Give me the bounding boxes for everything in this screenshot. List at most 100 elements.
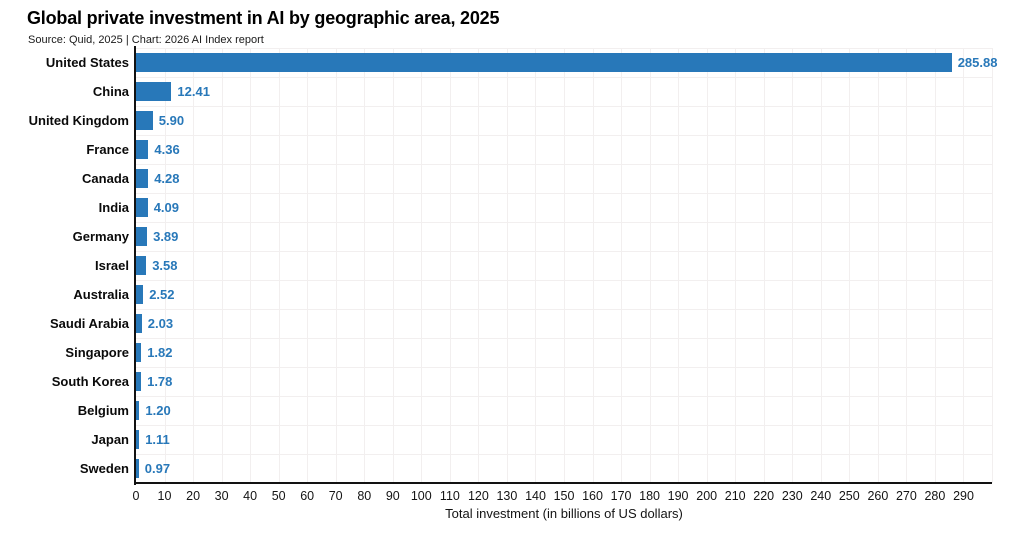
- bar: [136, 53, 952, 72]
- category-label: Sweden: [79, 460, 129, 476]
- x-axis-line: [134, 482, 992, 484]
- category-label: Belgium: [77, 402, 129, 418]
- bar: [136, 82, 172, 101]
- bar: [136, 430, 140, 449]
- v-gridline: [992, 48, 993, 483]
- v-gridline: [849, 48, 851, 483]
- v-gridline: [706, 48, 708, 483]
- y-axis-line: [134, 46, 136, 485]
- bar: [136, 227, 148, 246]
- category-label: Japan: [91, 431, 129, 447]
- category-label: United Kingdom: [28, 112, 129, 128]
- bar-value-label: 3.58: [152, 257, 178, 273]
- v-gridline: [792, 48, 794, 483]
- x-tick-label: 220: [753, 489, 775, 503]
- chart-subtitle: Source: Quid, 2025 | Chart: 2026 AI Inde…: [28, 34, 264, 46]
- bar: [136, 314, 142, 333]
- h-gridline: [136, 309, 992, 310]
- bar-value-label: 12.41: [177, 83, 210, 99]
- v-gridline: [364, 48, 366, 483]
- v-gridline: [307, 48, 309, 483]
- h-gridline: [136, 425, 992, 426]
- h-gridline: [136, 48, 992, 49]
- bar-value-label: 1.78: [147, 373, 173, 389]
- bar-value-label: 1.82: [147, 344, 173, 360]
- category-label: Australia: [73, 286, 129, 302]
- y-axis-labels: United States China United Kingdom France Ca…: [0, 48, 129, 483]
- category-label: Israel: [95, 257, 129, 273]
- v-gridline: [906, 48, 908, 483]
- v-gridline: [278, 48, 280, 483]
- h-gridline: [136, 77, 992, 78]
- bar: [136, 372, 142, 391]
- h-gridline: [136, 280, 992, 281]
- category-label: India: [98, 199, 129, 215]
- bar: [136, 343, 142, 362]
- x-tick-label: 260: [867, 489, 889, 503]
- h-gridline: [136, 338, 992, 339]
- x-tick-label: 210: [724, 489, 746, 503]
- bar-value-label: 1.11: [145, 431, 170, 447]
- x-tick-label: 110: [439, 489, 460, 503]
- h-gridline: [136, 164, 992, 165]
- bar: [136, 256, 147, 275]
- v-gridline: [735, 48, 737, 483]
- x-tick-label: 230: [781, 489, 803, 503]
- v-gridline: [877, 48, 879, 483]
- v-gridline: [934, 48, 936, 483]
- category-label: Saudi Arabia: [50, 315, 129, 331]
- x-tick-label: 240: [810, 489, 832, 503]
- category-label: South Korea: [51, 373, 129, 389]
- v-gridline: [421, 48, 423, 483]
- category-label: Canada: [82, 170, 129, 186]
- x-tick-label: 170: [610, 489, 632, 503]
- x-tick-label: 30: [214, 489, 229, 503]
- x-tick-label: 190: [667, 489, 689, 503]
- v-gridline: [392, 48, 394, 483]
- x-tick-label: 100: [410, 489, 432, 503]
- v-gridline: [564, 48, 565, 483]
- v-gridline: [763, 48, 765, 483]
- v-gridline: [678, 48, 680, 483]
- v-gridline: [592, 48, 594, 483]
- h-gridline: [136, 454, 992, 455]
- bar-value-label: 4.09: [153, 199, 179, 215]
- bar-value-label: 2.52: [149, 286, 175, 302]
- chart-title: Global private investment in AI by geogr…: [27, 8, 500, 28]
- v-gridline: [250, 48, 252, 483]
- category-label: United States: [45, 54, 129, 70]
- x-tick-label: 130: [496, 489, 518, 503]
- bar: [136, 140, 149, 159]
- bar-value-label: 0.97: [144, 460, 171, 476]
- h-gridline: [136, 396, 992, 397]
- bar-value-label: 1.20: [145, 402, 171, 418]
- x-tick-label: 120: [467, 489, 489, 503]
- bar: [136, 401, 140, 420]
- category-label: France: [86, 141, 129, 157]
- category-label: Germany: [72, 228, 129, 244]
- x-tick-label: 0: [132, 489, 140, 503]
- bar-value-label: 285.88: [957, 54, 998, 70]
- v-gridline: [478, 48, 480, 483]
- bar-value-label: 2.03: [147, 315, 174, 331]
- x-tick-label: 20: [186, 489, 201, 503]
- category-label: China: [92, 83, 129, 99]
- v-gridline: [963, 48, 965, 483]
- bar-value-label: 4.36: [154, 141, 180, 157]
- x-tick-label: 60: [300, 489, 315, 503]
- x-tick-label: 90: [385, 489, 400, 503]
- h-gridline: [136, 193, 992, 194]
- x-tick-label: 50: [271, 489, 286, 503]
- v-gridline: [449, 48, 451, 483]
- x-tick-label: 180: [639, 489, 661, 503]
- v-gridline: [193, 48, 195, 483]
- bar-value-label: 4.28: [154, 170, 180, 186]
- h-gridline: [136, 251, 992, 252]
- x-tick-label: 250: [838, 489, 860, 503]
- category-label: Singapore: [65, 344, 129, 360]
- h-gridline: [136, 135, 992, 136]
- bar-value-label: 5.90: [158, 112, 185, 128]
- x-tick-label: 80: [357, 489, 372, 503]
- v-gridline: [621, 48, 623, 483]
